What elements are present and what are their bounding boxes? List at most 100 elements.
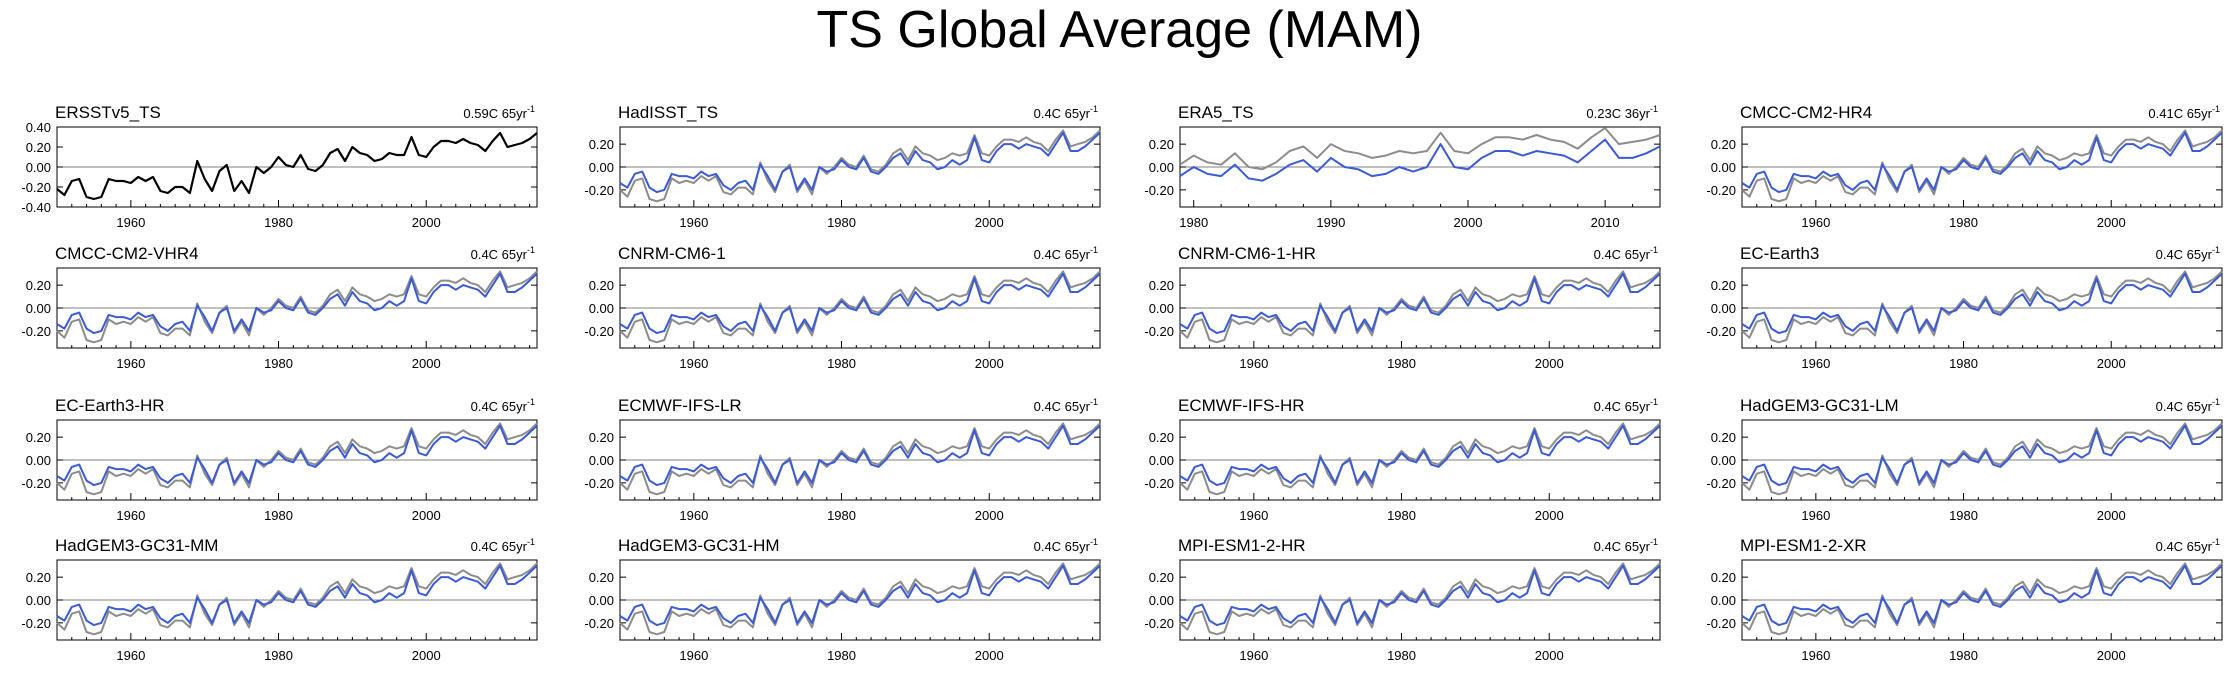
y-tick-label: 0.00 (1711, 593, 1736, 608)
trend-label: 0.4C 65yr-1 (1034, 397, 1098, 414)
y-tick-label: 0.20 (26, 430, 51, 445)
panel-mpi-esm1-2-hr: MPI-ESM1-2-HR 0.4C 65yr-1 0.20 0.00 -0.20 196… (1144, 536, 1661, 663)
panel-title: HadGEM3-GC31-MM (55, 536, 218, 555)
x-tick-label: 1980 (827, 215, 856, 230)
series-line-reference (1741, 129, 2223, 203)
series-line-model (1741, 424, 2223, 487)
panel-ecmwf-ifs-hr: ECMWF-IFS-HR 0.4C 65yr-1 0.20 0.00 -0.20 1960… (1144, 396, 1661, 523)
panel-cnrm-cm6-1: CNRM-CM6-1 0.4C 65yr-1 0.20 0.00 -0.20 1960 19… (584, 244, 1101, 371)
y-tick-label: -0.20 (21, 180, 51, 195)
panel-title: HadISST_TS (618, 103, 718, 122)
series-line-model (1741, 564, 2223, 627)
panel-title: HadGEM3-GC31-HM (618, 536, 780, 555)
x-tick-label: 2000 (1535, 508, 1564, 523)
y-tick-label: -0.20 (21, 476, 51, 491)
panel-ersstv5-ts: ERSSTv5_TS 0.59C 65yr-1 0.40 0.20 0.00 -0.20 -… (21, 103, 538, 230)
y-tick-label: 0.00 (1711, 301, 1736, 316)
trend-label: 0.59C 65yr-1 (463, 104, 535, 121)
y-tick-label: 0.20 (26, 570, 51, 585)
series-line-model (56, 424, 538, 487)
y-tick-label: 0.00 (589, 453, 614, 468)
x-tick-label: 1980 (1179, 215, 1208, 230)
series-line-reference (56, 270, 538, 344)
x-tick-label: 2000 (412, 356, 441, 371)
panel-title: CNRM-CM6-1-HR (1178, 244, 1316, 263)
x-tick-label: 2000 (975, 508, 1004, 523)
y-tick-label: 0.00 (1149, 593, 1174, 608)
x-tick-label: 2000 (2097, 508, 2126, 523)
x-tick-label: 2000 (2097, 648, 2126, 663)
x-tick-label: 1960 (679, 508, 708, 523)
y-tick-label: 0.20 (1711, 137, 1736, 152)
y-tick-label: -0.20 (1144, 476, 1174, 491)
x-tick-label: 1960 (679, 215, 708, 230)
panel-era5-ts: ERA5_TS 0.23C 36yr-1 0.20 0.00 -0.20 1980 1990… (1144, 103, 1661, 230)
y-tick-label: 0.20 (1149, 430, 1174, 445)
series-line-model (1179, 272, 1661, 335)
x-tick-label: 2000 (412, 508, 441, 523)
panel-ecmwf-ifs-lr: ECMWF-IFS-LR 0.4C 65yr-1 0.20 0.00 -0.20 1960… (584, 396, 1101, 523)
y-tick-label: 0.20 (589, 570, 614, 585)
panel-title: MPI-ESM1-2-HR (1178, 536, 1306, 555)
y-tick-label: 0.20 (1149, 137, 1174, 152)
panel-title: ECMWF-IFS-HR (1178, 396, 1305, 415)
series-line-observation (56, 131, 538, 201)
y-tick-label: -0.20 (1144, 616, 1174, 631)
x-tick-label: 1980 (264, 215, 293, 230)
series-line-model (619, 272, 1101, 335)
trend-label: 0.4C 65yr-1 (471, 245, 535, 262)
x-tick-label: 2000 (975, 215, 1004, 230)
trend-label: 0.4C 65yr-1 (1594, 537, 1658, 554)
x-tick-label: 1980 (827, 508, 856, 523)
y-tick-label: -0.20 (1706, 476, 1736, 491)
y-tick-label: 0.00 (1711, 160, 1736, 175)
panel-title: ERA5_TS (1178, 103, 1254, 122)
y-tick-label: 0.00 (1149, 301, 1174, 316)
panel-title: CMCC-CM2-VHR4 (55, 244, 199, 263)
x-tick-label: 2010 (1591, 215, 1620, 230)
x-tick-label: 1980 (1387, 648, 1416, 663)
x-tick-label: 2000 (1454, 215, 1483, 230)
x-tick-label: 2000 (2097, 356, 2126, 371)
x-tick-label: 1960 (1801, 215, 1830, 230)
x-tick-label: 2000 (1535, 356, 1564, 371)
panel-ec-earth3-hr: EC-Earth3-HR 0.4C 65yr-1 0.20 0.00 -0.20 1960… (21, 396, 538, 523)
trend-label: 0.4C 65yr-1 (2156, 537, 2220, 554)
y-tick-label: 0.20 (1711, 430, 1736, 445)
series-line-reference (1179, 422, 1661, 496)
panel-hadgem3-gc31-lm: HadGEM3-GC31-LM 0.4C 65yr-1 0.20 0.00 -0.20 1… (1706, 396, 2223, 523)
y-tick-label: 0.20 (26, 140, 51, 155)
series-line-model (1179, 564, 1661, 627)
y-tick-label: 0.20 (589, 430, 614, 445)
x-tick-label: 1960 (116, 648, 145, 663)
series-line-reference (619, 422, 1101, 496)
x-tick-label: 2000 (412, 648, 441, 663)
x-tick-label: 1960 (1239, 648, 1268, 663)
y-tick-label: -0.40 (21, 200, 51, 215)
x-tick-label: 1980 (264, 356, 293, 371)
y-tick-label: -0.20 (584, 476, 614, 491)
y-tick-label: 0.20 (1711, 278, 1736, 293)
trend-label: 0.4C 65yr-1 (1034, 104, 1098, 121)
y-tick-label: 0.20 (1149, 278, 1174, 293)
y-tick-label: 0.00 (26, 593, 51, 608)
x-tick-label: 1980 (1949, 356, 1978, 371)
panel-cmcc-cm2-vhr4: CMCC-CM2-VHR4 0.4C 65yr-1 0.20 0.00 -0.20 196… (21, 244, 538, 371)
y-tick-label: -0.20 (1706, 183, 1736, 198)
panel-ec-earth3: EC-Earth3 0.4C 65yr-1 0.20 0.00 -0.20 1960 198… (1706, 244, 2223, 371)
panel-title: ERSSTv5_TS (55, 103, 161, 122)
panel-cnrm-cm6-1-hr: CNRM-CM6-1-HR 0.4C 65yr-1 0.20 0.00 -0.20 196… (1144, 244, 1661, 371)
x-tick-label: 1960 (1801, 648, 1830, 663)
x-tick-label: 2000 (975, 356, 1004, 371)
x-tick-label: 2000 (1535, 648, 1564, 663)
x-tick-label: 1960 (679, 648, 708, 663)
trend-label: 0.4C 65yr-1 (2156, 397, 2220, 414)
series-line-reference (1741, 422, 2223, 496)
series-line-model (619, 564, 1101, 627)
y-tick-label: -0.20 (1144, 324, 1174, 339)
trend-label: 0.23C 36yr-1 (1586, 104, 1658, 121)
y-tick-label: -0.20 (1706, 324, 1736, 339)
series-line-reference (619, 562, 1101, 636)
x-tick-label: 1980 (1387, 508, 1416, 523)
panel-hadgem3-gc31-hm: HadGEM3-GC31-HM 0.4C 65yr-1 0.20 0.00 -0.20 1… (584, 536, 1101, 663)
